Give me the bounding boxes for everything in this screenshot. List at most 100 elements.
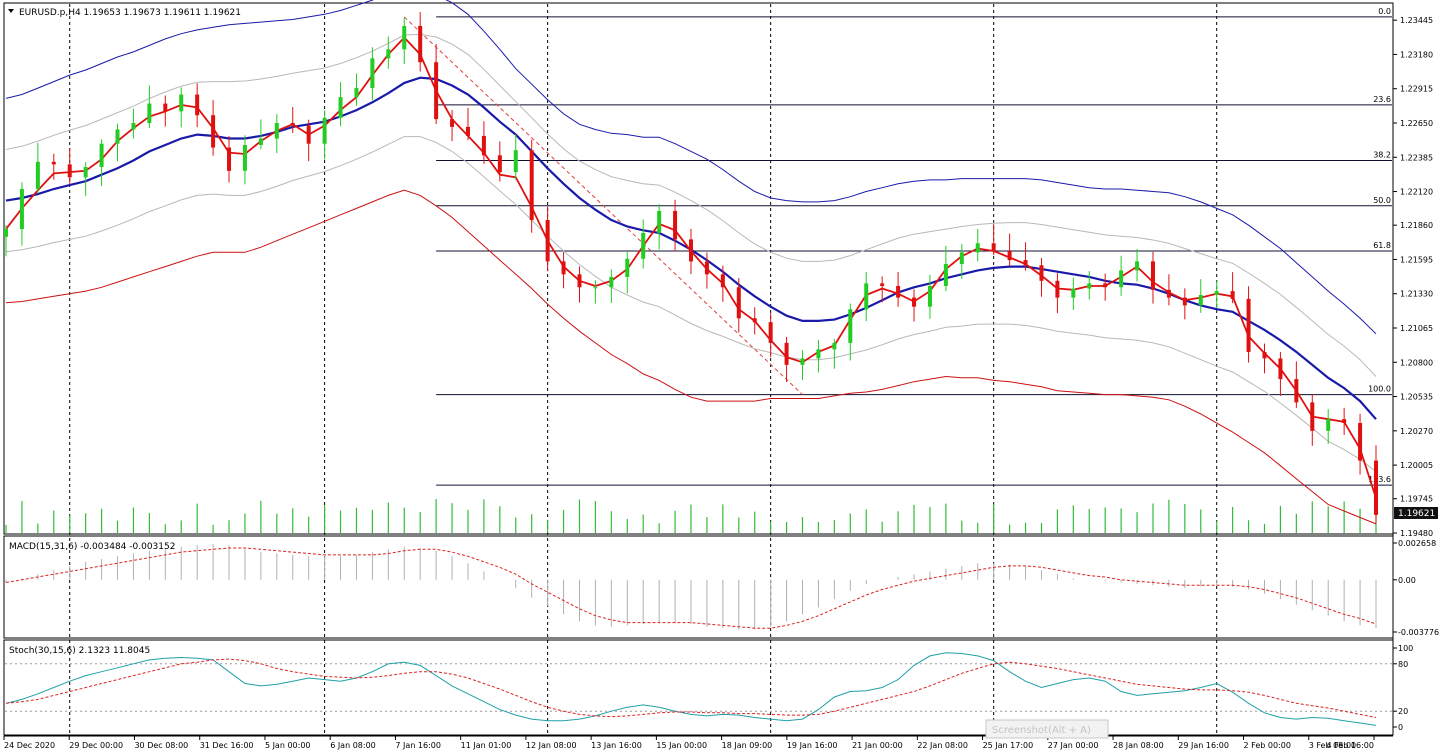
bull-candle <box>338 97 343 118</box>
price-tick-label: 1.22915 <box>1400 85 1433 94</box>
bull-candle <box>657 210 662 233</box>
bear-candle <box>1103 283 1108 288</box>
bull-candle <box>943 263 948 286</box>
bear-candle <box>450 119 455 127</box>
main-header: EURUSD.p,H4 1.19653 1.19673 1.19611 1.19… <box>19 8 241 18</box>
bear-candle <box>1374 460 1378 515</box>
bear-candle <box>1182 297 1187 306</box>
bear-candle <box>211 115 216 148</box>
bear-candle <box>720 274 725 288</box>
bear-candle <box>434 62 439 120</box>
time-tick-label: 18 Jan 09:00 <box>722 741 773 750</box>
price-tick-label: 1.20800 <box>1400 358 1433 367</box>
time-tick-label: 7 Jan 16:00 <box>395 741 441 750</box>
red-lower-envelope <box>5 189 1377 525</box>
time-tick-label: 3 Feb 08:00 <box>1309 741 1356 750</box>
bear-candle <box>290 122 295 126</box>
fib-level-label-23.6: 23.6 <box>1373 95 1391 104</box>
time-tick-label: 5 Jan 00:00 <box>265 741 311 750</box>
bull-candle <box>927 285 932 307</box>
bear-candle <box>991 243 996 252</box>
price-tick-label: 1.19745 <box>1400 495 1433 504</box>
bear-candle <box>67 164 72 178</box>
bull-candle <box>35 161 40 189</box>
time-tick-label: 29 Dec 00:00 <box>69 741 123 750</box>
time-tick-label: 12 Jan 08:00 <box>526 741 577 750</box>
bear-candle <box>689 239 693 262</box>
bear-candle <box>1039 265 1044 281</box>
bull-candle <box>83 166 88 178</box>
bear-candle <box>545 219 550 262</box>
time-tick-label: 2 Feb 00:00 <box>1244 741 1291 750</box>
price-tick-label: 1.20535 <box>1400 393 1433 402</box>
price-tick-label: 1.23180 <box>1400 50 1433 59</box>
bear-candle <box>1007 251 1012 261</box>
bull-candle <box>19 188 24 230</box>
time-tick-label: 4 Feb 16:00 <box>1327 741 1374 750</box>
time-tick-label: 22 Jan 08:00 <box>917 741 968 750</box>
time-tick-label: 27 Jan 00:00 <box>1048 741 1099 750</box>
price-tick-label: 1.22385 <box>1400 153 1433 162</box>
fib-level-label-50.0: 50.0 <box>1373 196 1391 205</box>
time-tick-label: 6 Jan 08:00 <box>330 741 376 750</box>
bear-candle <box>195 94 200 116</box>
bear-candle <box>1055 280 1060 298</box>
bull-candle <box>131 122 136 130</box>
bull-candle <box>848 309 853 343</box>
price-tick-label: 1.22120 <box>1400 188 1433 197</box>
bear-candle <box>497 155 502 173</box>
stoch-tick-label: 100 <box>1398 644 1413 653</box>
bear-candle <box>1342 419 1347 424</box>
bull-candle <box>1119 270 1124 288</box>
bull-candle <box>354 88 359 98</box>
bull-candle <box>370 58 375 89</box>
bull-candle <box>864 283 869 310</box>
bear-candle <box>1230 291 1235 299</box>
bear-candle <box>736 287 741 319</box>
fib-level-label-100.0: 100.0 <box>1368 385 1391 394</box>
symbol-dropdown-icon[interactable] <box>8 9 14 13</box>
bear-candle <box>912 297 917 307</box>
bull-candle <box>800 358 805 365</box>
macd-tick-label: 0.00 <box>1398 576 1416 585</box>
bull-candle <box>641 232 646 259</box>
time-tick-label: 19 Jan 16:00 <box>787 741 838 750</box>
bear-candle <box>784 342 789 365</box>
grey-upper-band <box>5 33 1377 377</box>
price-tick-label: 1.21065 <box>1400 324 1433 333</box>
macd-indicator: 0.002658 0.00 -0.003776 <box>5 539 1439 637</box>
bear-candle <box>1166 289 1171 298</box>
time-tick-label: 15 Jan 00:00 <box>656 741 707 750</box>
bull-candle <box>147 103 152 123</box>
price-tick-label: 1.19480 <box>1400 529 1433 538</box>
bull-candle <box>4 229 8 237</box>
price-tick-label: 1.22650 <box>1400 119 1433 128</box>
bull-candle <box>242 144 247 171</box>
bear-candle <box>481 135 486 156</box>
grey-lower-band <box>5 136 1377 472</box>
bull-candle <box>816 349 821 359</box>
bear-candle <box>704 261 709 275</box>
bull-candle <box>1087 283 1092 289</box>
blue-upper-envelope <box>5 0 1377 335</box>
screenshot-watermark: Screenshot(Alt + A) <box>992 725 1091 736</box>
price-tick-label: 1.21330 <box>1400 290 1433 299</box>
macd-signal-line <box>5 547 1377 629</box>
bear-candle <box>418 25 423 63</box>
macd-tick-label: 0.002658 <box>1398 539 1436 548</box>
bear-candle <box>896 285 901 298</box>
bull-candle <box>1198 295 1203 306</box>
current-price-label: 1.19621 <box>1398 509 1435 519</box>
fibonacci-retracement[interactable]: 0.0 23.6 38.2 50.0 61.8 100.0 123.6 <box>403 7 1392 486</box>
price-candles[interactable] <box>4 12 1378 523</box>
bull-candle <box>322 117 327 144</box>
bear-candle <box>227 147 232 171</box>
macd-tick-label: -0.003776 <box>1398 628 1439 637</box>
stochastic-indicator: 100 80 20 0 <box>5 644 1413 732</box>
time-tick-label: 30 Dec 08:00 <box>134 741 188 750</box>
bear-candle <box>51 161 56 165</box>
time-tick-label: 25 Jan 17:00 <box>983 741 1034 750</box>
fib-trendline <box>403 16 803 395</box>
stoch-tick-label: 80 <box>1398 660 1408 669</box>
